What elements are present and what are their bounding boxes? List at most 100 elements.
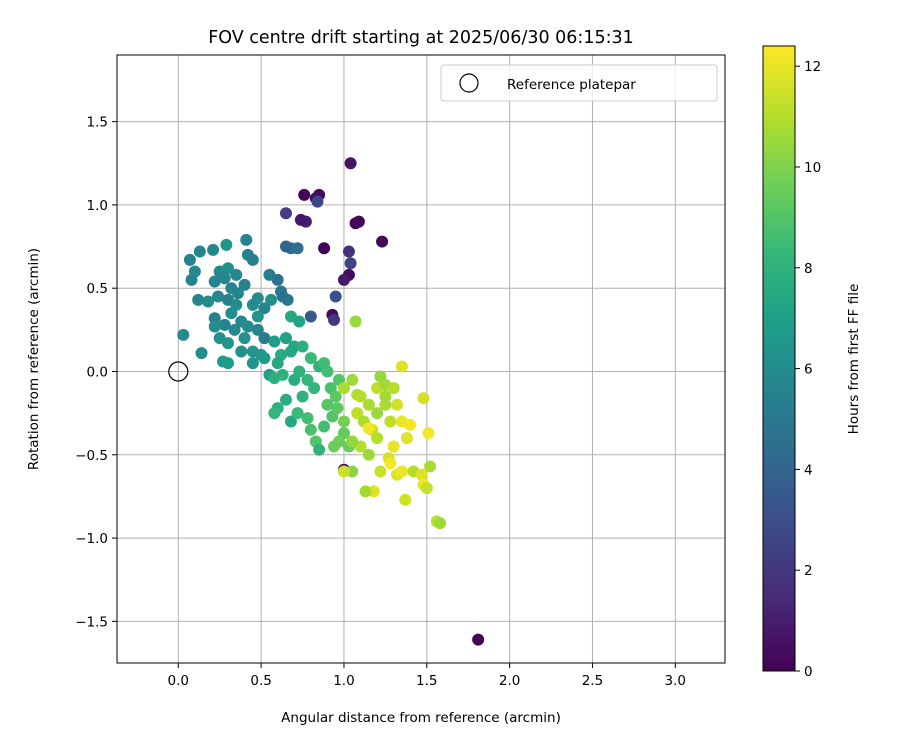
scatter-point xyxy=(424,460,437,473)
scatter-point xyxy=(294,213,307,226)
scatter-point xyxy=(241,320,254,333)
scatter-point xyxy=(193,245,206,258)
scatter-point xyxy=(337,415,350,428)
scatter-point xyxy=(268,335,281,348)
scatter-point xyxy=(284,415,297,428)
scatter-point xyxy=(337,382,350,395)
scatter-point xyxy=(472,633,485,646)
scatter-point xyxy=(293,365,306,378)
scatter-point xyxy=(362,398,375,411)
scatter-point xyxy=(218,318,231,331)
scatter-point xyxy=(351,388,364,401)
scatter-point xyxy=(346,373,359,386)
scatter-point xyxy=(279,332,292,345)
scatter-point xyxy=(192,293,205,306)
scatter-point xyxy=(384,457,397,470)
scatter-point xyxy=(263,268,276,281)
scatter-point xyxy=(318,420,331,433)
scatter-point xyxy=(291,407,304,420)
colorbar-tick-label: 10 xyxy=(804,160,821,176)
scatter-point xyxy=(255,348,268,361)
scatter-point xyxy=(390,398,403,411)
scatter-point xyxy=(268,407,281,420)
scatter-point xyxy=(395,360,408,373)
scatter-point xyxy=(293,315,306,328)
colorbar-tick-label: 0 xyxy=(804,664,813,680)
scatter-point xyxy=(258,332,271,345)
y-tick-label: 1.5 xyxy=(87,115,108,131)
x-tick-label: 2.5 xyxy=(582,673,603,689)
legend-marker-open-circle xyxy=(459,73,479,93)
scatter-point xyxy=(276,368,289,381)
scatter-point xyxy=(344,257,357,270)
scatter-point xyxy=(415,468,428,481)
scatter-point xyxy=(220,238,233,251)
legend-entry-label: Reference platepar xyxy=(507,77,636,93)
scatter-point xyxy=(329,290,342,303)
scatter-point xyxy=(311,195,324,208)
scatter-point xyxy=(329,390,342,403)
scatter-point xyxy=(404,418,417,431)
scatter-point xyxy=(207,243,220,256)
scatter-point xyxy=(230,298,243,311)
scatter-point xyxy=(344,157,357,170)
scatter-point xyxy=(301,412,314,425)
scatter-point xyxy=(231,287,244,300)
scatter-point xyxy=(337,273,350,286)
scatter-point xyxy=(271,357,284,370)
scatter-point xyxy=(221,262,234,275)
scatter-point xyxy=(238,332,251,345)
x-tick-label: 1.0 xyxy=(333,673,354,689)
scatter-point xyxy=(417,392,430,405)
y-tick-label: −1.5 xyxy=(75,614,108,630)
scatter-point xyxy=(400,432,413,445)
scatter-point xyxy=(349,217,362,230)
colorbar-tick-label: 8 xyxy=(804,261,813,277)
scatter-point xyxy=(251,310,264,323)
scatter-point xyxy=(235,345,248,358)
colorbar-label: Hours from first FF file xyxy=(846,284,862,435)
scatter-point xyxy=(238,278,251,291)
scatter-point xyxy=(208,320,221,333)
y-axis-label: Rotation from reference (arcmin) xyxy=(26,248,42,470)
scatter-point xyxy=(371,432,384,445)
chart-title: FOV centre drift starting at 2025/06/30 … xyxy=(208,28,634,48)
x-tick-label: 3.0 xyxy=(665,673,686,689)
scatter-point xyxy=(202,295,215,308)
scatter-point xyxy=(183,253,196,266)
scatter-point xyxy=(351,407,364,420)
colorbar-tick-label: 4 xyxy=(804,462,813,478)
scatter-point xyxy=(177,328,190,341)
scatter-point xyxy=(208,275,221,288)
legend: Reference platepar xyxy=(440,64,718,102)
scatter-point xyxy=(434,517,447,530)
scatter-point xyxy=(321,365,334,378)
scatter-point xyxy=(296,340,309,353)
y-tick-label: 0.5 xyxy=(87,281,108,297)
scatter-point xyxy=(420,482,433,495)
scatter-point xyxy=(185,273,198,286)
scatter-point xyxy=(331,402,344,415)
scatter-point xyxy=(367,485,380,498)
scatter-point xyxy=(218,272,231,285)
scatter-point xyxy=(246,253,259,266)
x-tick-label: 1.5 xyxy=(416,673,437,689)
scatter-point xyxy=(279,240,292,253)
x-tick-label: 2.0 xyxy=(499,673,520,689)
scatter-point xyxy=(384,415,397,428)
colorbar-tick-label: 12 xyxy=(804,59,821,75)
scatter-point xyxy=(313,443,326,456)
y-tick-label: 0.0 xyxy=(87,364,108,380)
scatter-point xyxy=(304,310,317,323)
scatter-point xyxy=(308,382,321,395)
scatter-point xyxy=(379,390,392,403)
scatter-point xyxy=(362,448,375,461)
scatter-point xyxy=(379,398,392,411)
reference-platepar-marker xyxy=(168,361,189,382)
scatter-point xyxy=(395,465,408,478)
scatter-point xyxy=(387,382,400,395)
colorbar: 0 2 4 6 8 10 12 Hours from first FF file xyxy=(762,45,862,680)
scatter-point xyxy=(399,493,412,506)
scatter-point xyxy=(304,423,317,436)
